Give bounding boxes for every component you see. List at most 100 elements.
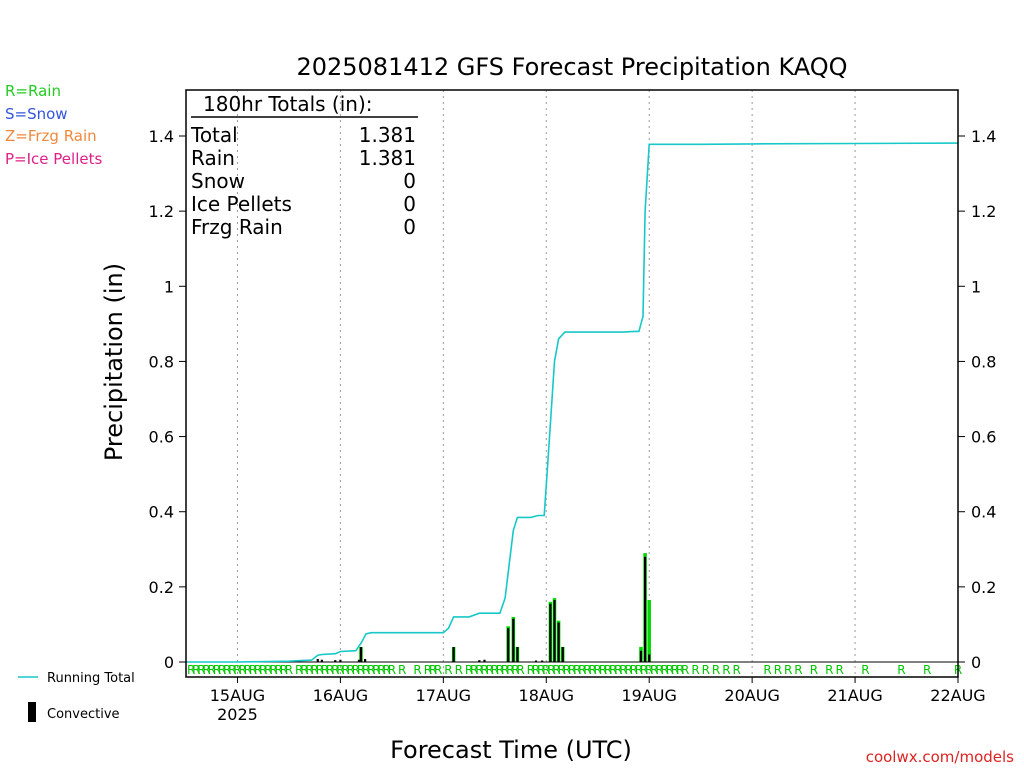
series-legend: Running Total Convective [18, 671, 135, 722]
rain-marker: R [609, 663, 617, 677]
rain-marker: R [552, 663, 560, 677]
rain-marker: R [810, 663, 818, 677]
rain-marker: R [511, 663, 519, 677]
rain-marker: R [280, 663, 288, 677]
rain-marker: R [434, 663, 442, 677]
rain-marker: R [604, 663, 612, 677]
rain-marker: R [264, 663, 272, 677]
rain-marker: R [300, 663, 308, 677]
convective-bar [553, 600, 556, 662]
rain-marker: R [527, 663, 535, 677]
rain-marker: R [599, 663, 607, 677]
convective-bar [549, 603, 552, 662]
rain-marker: R [228, 663, 236, 677]
rain-marker: R [310, 663, 318, 677]
legend-frzg-rain: Z=Frzg Rain [5, 127, 97, 145]
rain-marker: R [630, 663, 638, 677]
rain-marker: R [465, 663, 473, 677]
rain-marker: R [722, 663, 730, 677]
y-tick-label-left: 0.4 [149, 503, 174, 522]
type-legend: R=Rain S=Snow Z=Frzg Rain P=Ice Pellets [5, 82, 102, 168]
rain-marker: R [321, 663, 329, 677]
y-tick-label-left: 0.8 [149, 352, 174, 371]
rain-marker: R [660, 663, 668, 677]
rain-marker: R [285, 663, 293, 677]
rain-marker: R [398, 663, 406, 677]
convective-bar [334, 660, 337, 662]
rain-marker: R [784, 663, 792, 677]
rain-marker: R [372, 663, 380, 677]
total-value: 1.381 [359, 123, 416, 147]
frzg-rain-label: Frzg Rain [191, 215, 283, 239]
rain-marker: R [676, 663, 684, 677]
rain-marker: R [269, 663, 277, 677]
y-tick-label-right: 1 [971, 277, 981, 296]
y-tick-label-right: 0.2 [971, 578, 996, 597]
rain-marker: R [347, 663, 355, 677]
rain-marker: R [506, 663, 514, 677]
rain-marker: R [594, 663, 602, 677]
total-label: Total [190, 123, 238, 147]
snow-value: 0 [403, 169, 416, 193]
rain-marker: R [835, 663, 843, 677]
y-axis-label: Precipitation (in) [100, 263, 128, 461]
rain-marker: R [655, 663, 663, 677]
rain-marker: R [413, 663, 421, 677]
rain-marker: R [563, 663, 571, 677]
rain-marker: R [202, 663, 210, 677]
rain-marker: R [352, 663, 360, 677]
rain-marker: R [825, 663, 833, 677]
y-tick-label-right: 0 [971, 653, 981, 672]
convective-legend-label: Convective [47, 707, 120, 722]
convective-bar [359, 646, 363, 662]
running-total-series [186, 142, 959, 663]
rain-marker: R [367, 663, 375, 677]
rain-marker: R [733, 663, 741, 677]
rain-marker: R [691, 663, 699, 677]
rain-marker: R [501, 663, 509, 677]
x-tick-label: 15AUG [210, 686, 265, 705]
convective-bar [512, 618, 515, 662]
rain-marker: R [233, 663, 241, 677]
rain-marker: R [444, 663, 452, 677]
convective-bar [316, 658, 319, 662]
rain-marker: R [341, 663, 349, 677]
rain-value: 1.381 [359, 146, 416, 170]
x-tick-label: 21AUG [827, 686, 882, 705]
y-tick-label-right: 0.6 [971, 428, 996, 447]
rain-marker: R [578, 663, 586, 677]
rain-marker: R [640, 663, 648, 677]
credit-link[interactable]: coolwx.com/models [866, 748, 1014, 766]
rain-marker: R [666, 663, 674, 677]
rain-marker: R [192, 663, 200, 677]
rain-marker: R [331, 663, 339, 677]
rain-marker: R [671, 663, 679, 677]
rain-marker: R [274, 663, 282, 677]
x-tick-label: 16AUG [313, 686, 368, 705]
convective-bar [364, 658, 367, 662]
ice-pellets-value: 0 [403, 192, 416, 216]
y-tick-label-right: 0.8 [971, 352, 996, 371]
convective-bar [339, 659, 342, 662]
rain-marker: R [326, 663, 334, 677]
convective-bar [507, 628, 510, 662]
precip-bar [647, 600, 651, 662]
rain-marker: R [249, 663, 257, 677]
convective-bar [534, 660, 538, 662]
convective-bar [452, 646, 455, 662]
rain-marker: R [377, 663, 385, 677]
convective-bar [648, 654, 651, 662]
rain-marker: R [238, 663, 246, 677]
precip-bars [186, 553, 958, 663]
convective-swatch [28, 702, 36, 722]
rain-marker: R [357, 663, 365, 677]
rain-marker: R [650, 663, 658, 677]
totals-box: 180hr Totals (in): Total 1.381 Rain 1.38… [190, 92, 418, 239]
rain-marker: R [213, 663, 221, 677]
rain-marker: R [923, 663, 931, 677]
rain-marker: R [712, 663, 720, 677]
rain-marker: R [316, 663, 324, 677]
rain-marker: R [295, 663, 303, 677]
